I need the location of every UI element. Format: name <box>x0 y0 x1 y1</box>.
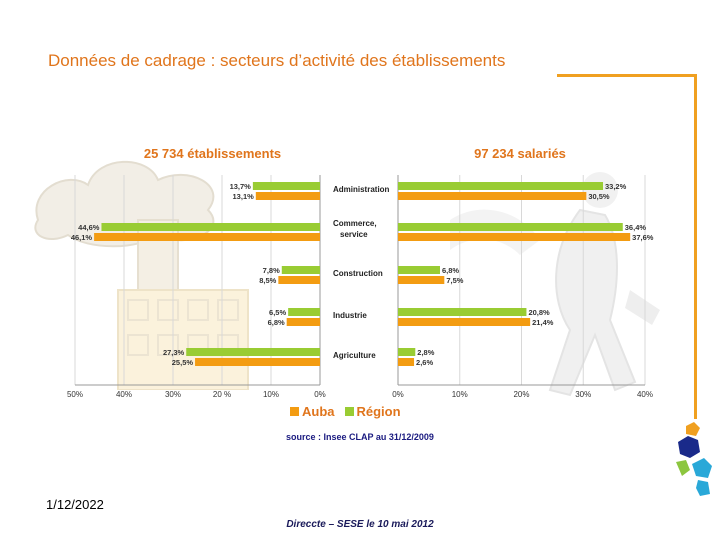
right-tick-label: 40% <box>637 390 653 399</box>
people-illustration <box>450 172 660 397</box>
right-bar-auba-commerce-service <box>398 233 631 241</box>
right-bar-auba-industrie <box>398 318 531 326</box>
right-data-label: 33,2% <box>605 182 627 191</box>
category-label-construction: Construction <box>333 269 383 278</box>
legend-swatch-auba <box>290 407 299 416</box>
legend-item-region: Région <box>344 404 401 419</box>
left-bar-r-gion-commerce-service <box>101 223 321 231</box>
slide-title: Données de cadrage : secteurs d’activité… <box>48 51 506 70</box>
right-tick-label: 0% <box>392 390 404 399</box>
left-bar-r-gion-industrie <box>288 308 320 316</box>
left-tick-label: 10% <box>263 390 279 399</box>
right-bar-auba-agriculture <box>398 358 415 366</box>
left-bar-auba-administration <box>255 192 320 200</box>
legend-label-region: Région <box>356 404 401 419</box>
right-tick-label: 30% <box>575 390 591 399</box>
panel-left-title: 25 734 établissements <box>143 146 282 161</box>
left-data-label: 8,5% <box>259 276 276 285</box>
legend: Auba Région <box>290 404 401 419</box>
category-label-administration: Administration <box>333 185 390 194</box>
left-data-label: 27,3% <box>163 348 185 357</box>
right-data-label: 7,5% <box>446 276 463 285</box>
category-label-industrie: Industrie <box>333 311 367 320</box>
category-labels: Administration Commerce, service Constructi… <box>333 185 390 360</box>
right-data-label: 30,5% <box>588 192 610 201</box>
right-data-label: 2,6% <box>416 358 433 367</box>
panel-right-title: 97 234 salariés <box>474 146 566 161</box>
right-data-label: 2,8% <box>417 348 434 357</box>
right-tick-label: 20% <box>513 390 529 399</box>
left-data-label: 46,1% <box>71 233 93 242</box>
left-bar-r-gion-administration <box>252 182 320 190</box>
right-bar-auba-construction <box>398 276 445 284</box>
right-data-label: 36,4% <box>625 223 647 232</box>
slide-date: 1/12/2022 <box>46 497 104 512</box>
left-tick-label: 30% <box>165 390 181 399</box>
left-data-label: 13,1% <box>233 192 255 201</box>
right-bar-r-gion-agriculture <box>398 348 416 356</box>
right-bar-r-gion-administration <box>398 182 604 190</box>
legend-label-auba: Auba <box>302 404 335 419</box>
left-data-label: 25,5% <box>172 358 194 367</box>
title-underline <box>557 74 697 77</box>
legend-swatch-region <box>344 407 354 416</box>
left-data-label: 6,5% <box>269 308 286 317</box>
left-bar-auba-industrie <box>286 318 320 326</box>
right-data-label: 21,4% <box>532 318 554 327</box>
right-bar-r-gion-commerce-service <box>398 223 623 231</box>
left-bar-r-gion-construction <box>281 266 320 274</box>
panel-right: 0% 10% 20% 30% 40% 33,2% 36,4% 6,8% 20,8% 2,8% 30,… <box>392 175 654 399</box>
right-data-label: 6,8% <box>442 266 459 275</box>
left-bar-auba-construction <box>278 276 320 284</box>
left-bar-auba-agriculture <box>195 358 320 366</box>
left-data-label: 44,6% <box>78 223 100 232</box>
title-side-rule <box>694 74 697 419</box>
left-tick-label: 40% <box>116 390 132 399</box>
right-bar-r-gion-construction <box>398 266 440 274</box>
left-data-label: 7,8% <box>263 266 280 275</box>
right-data-label: 37,6% <box>632 233 654 242</box>
panel-left: 50% 40% 30% 20 % 10% 0% 13,7% 44,6% 7,8% 6,5% 27,3… <box>67 175 326 399</box>
left-data-label: 13,7% <box>230 182 252 191</box>
region-map-logo <box>676 422 712 496</box>
left-bar-auba-commerce-service <box>94 233 320 241</box>
slide-footer: Direccte – SESE le 10 mai 2012 <box>286 519 434 530</box>
left-bar-r-gion-agriculture <box>186 348 320 356</box>
category-label-commerce-service: Commerce, service <box>333 219 377 239</box>
chart-source: source : Insee CLAP au 31/12/2009 <box>286 432 434 442</box>
right-tick-label: 10% <box>452 390 468 399</box>
right-data-label: 20,8% <box>528 308 550 317</box>
category-label-agriculture: Agriculture <box>333 351 376 360</box>
left-tick-label: 50% <box>67 390 83 399</box>
right-bar-auba-administration <box>398 192 587 200</box>
left-data-label: 6,8% <box>268 318 285 327</box>
left-tick-label: 0% <box>314 390 326 399</box>
right-bar-r-gion-industrie <box>398 308 527 316</box>
legend-item-auba: Auba <box>290 404 335 419</box>
left-tick-label: 20 % <box>213 390 231 399</box>
